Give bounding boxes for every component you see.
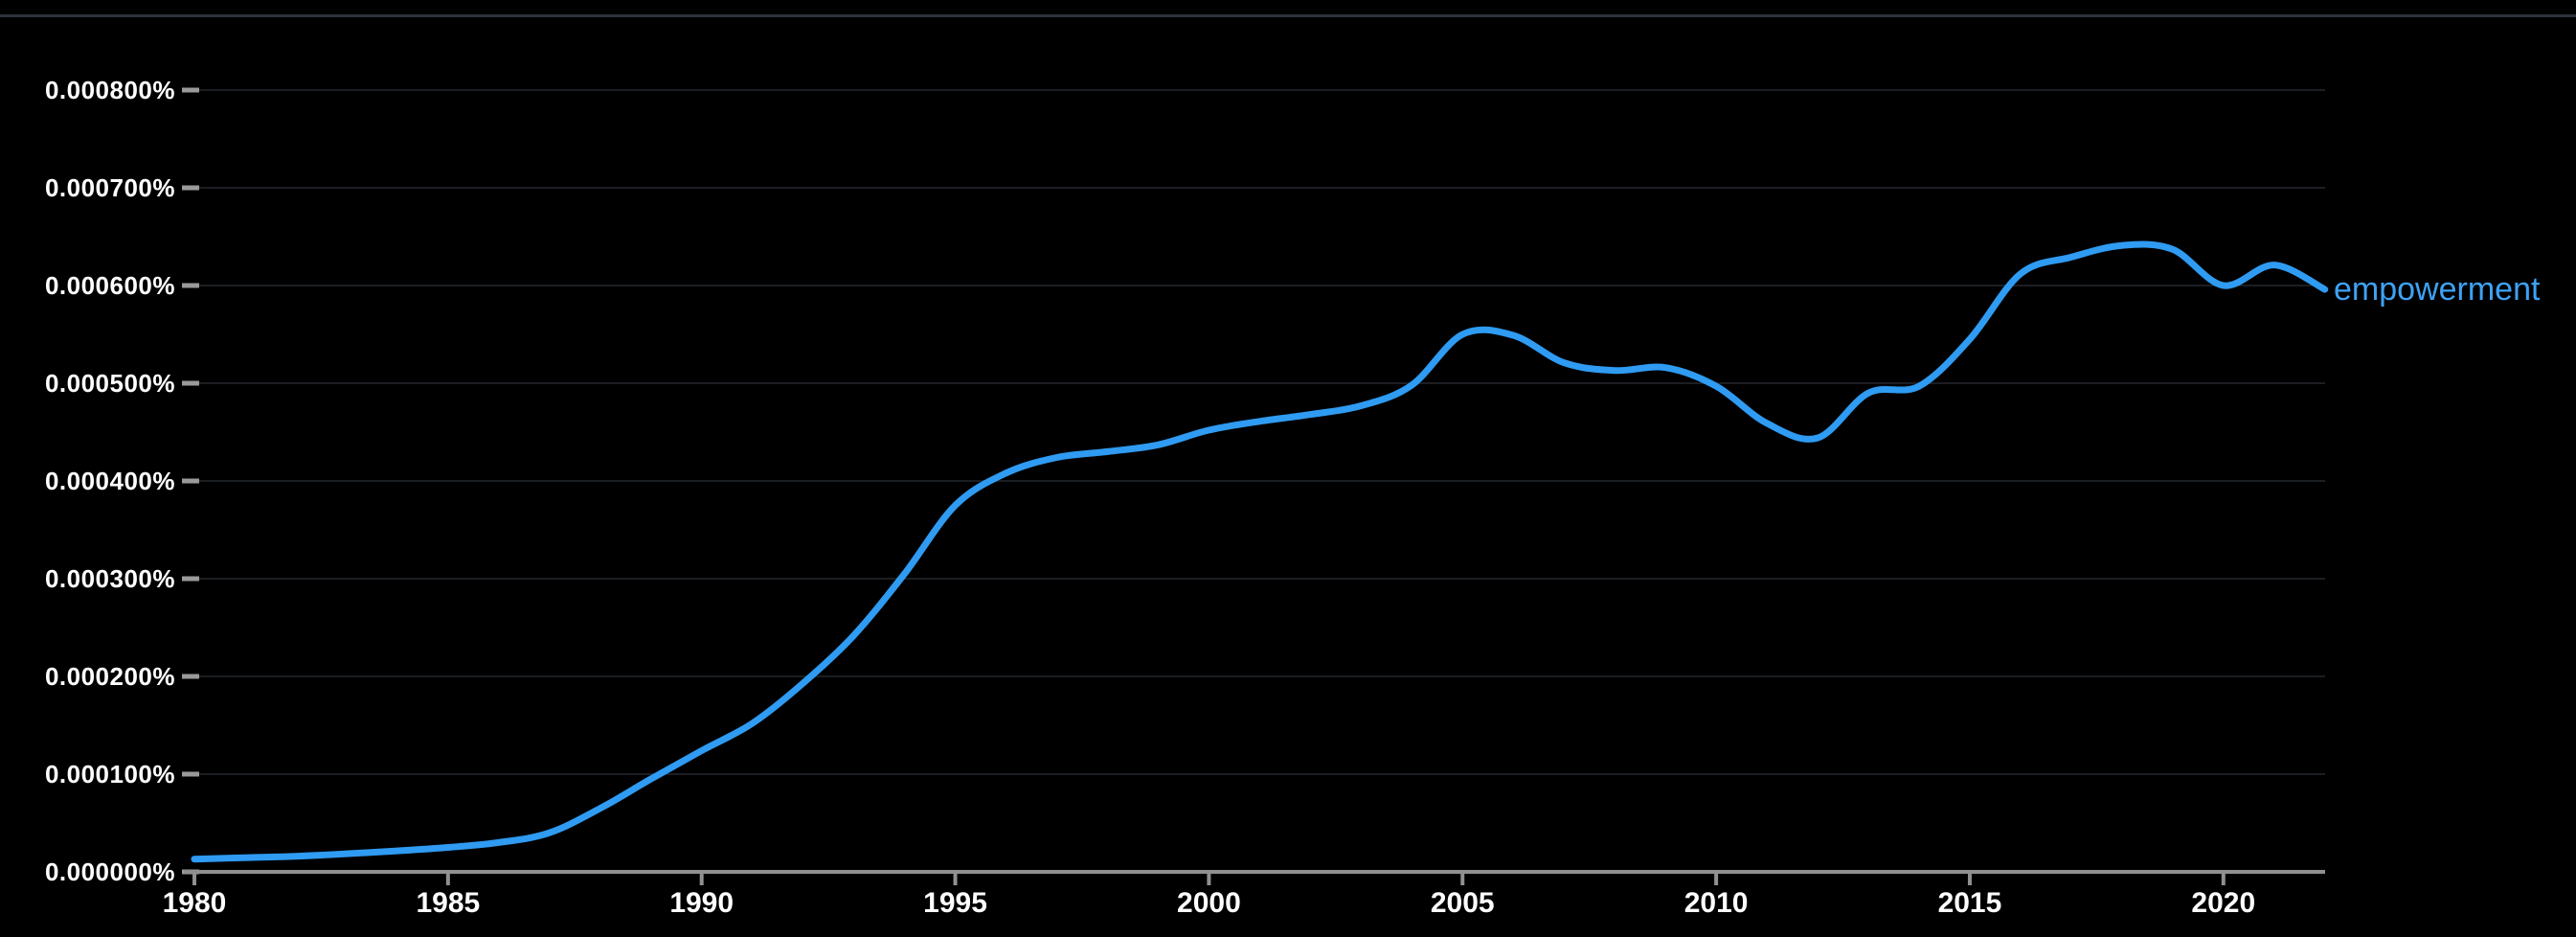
x-axis-label: 2000	[1177, 887, 1241, 919]
series-line[interactable]	[191, 240, 2329, 863]
x-axis-label: 2015	[1937, 887, 2002, 919]
x-axis-label: 1985	[416, 887, 481, 919]
top-divider	[0, 14, 2576, 17]
y-axis-label: 0.000300%	[44, 564, 175, 593]
x-axis-label: 2020	[2191, 887, 2256, 919]
y-axis-label: 0.000400%	[44, 467, 175, 495]
y-axis-label: 0.000200%	[44, 662, 175, 691]
x-axis-label: 2010	[1683, 887, 1749, 919]
y-axis-label: 0.000500%	[44, 369, 175, 398]
y-axis-label: 0.000800%	[44, 76, 175, 104]
x-axis-label: 1990	[669, 887, 734, 919]
x-axis-label: 1995	[923, 887, 987, 919]
x-axis-label: 2005	[1430, 887, 1495, 919]
y-axis-label: 0.000100%	[44, 760, 175, 788]
series-label: empowerment	[2334, 271, 2541, 309]
x-axis-label: 1980	[162, 887, 227, 919]
y-axis-label: 0.000700%	[44, 173, 175, 202]
y-axis-label: 0.000000%	[44, 857, 175, 886]
y-axis-label: 0.000600%	[44, 271, 175, 300]
